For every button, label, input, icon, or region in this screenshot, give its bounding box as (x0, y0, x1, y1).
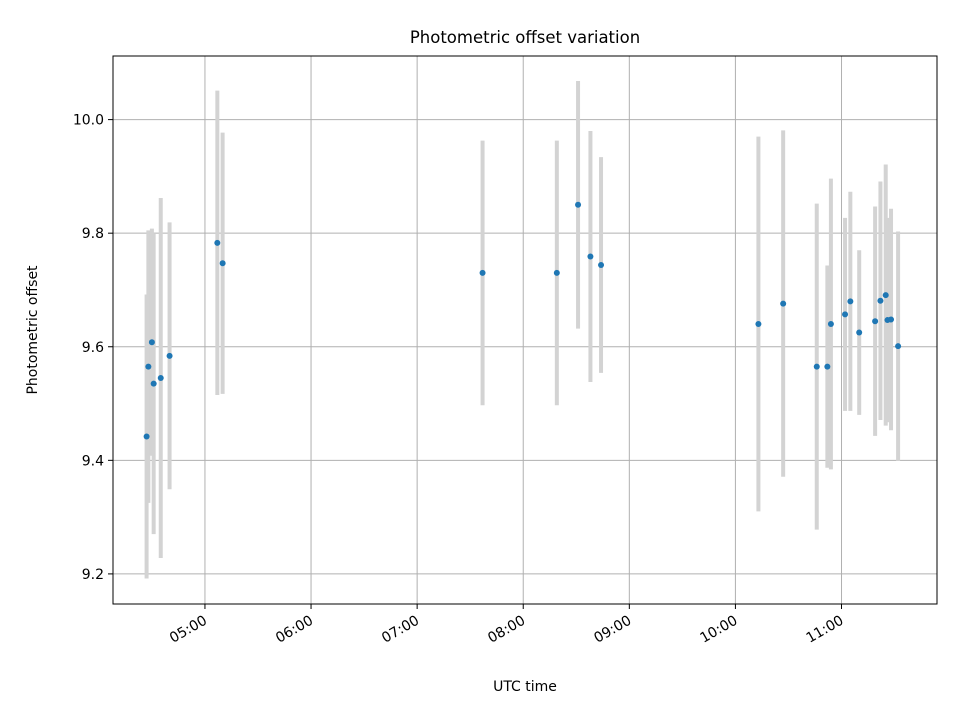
data-point (888, 316, 895, 323)
data-point (842, 311, 849, 318)
data-point (143, 433, 150, 440)
y-tick-label: 9.2 (82, 567, 104, 583)
data-point (895, 343, 902, 350)
chart-title: Photometric offset variation (410, 28, 640, 47)
data-point (214, 239, 221, 246)
y-tick-label: 9.6 (82, 340, 104, 356)
data-point (150, 380, 157, 387)
grid (113, 56, 937, 604)
data-point (575, 201, 582, 208)
x-axis-label: UTC time (493, 679, 557, 695)
data-points (143, 201, 902, 440)
data-point (598, 261, 605, 268)
data-point (872, 318, 879, 325)
data-point (219, 260, 226, 267)
data-point (827, 321, 834, 328)
data-point (856, 329, 863, 336)
data-point (145, 363, 152, 370)
data-point (587, 253, 594, 260)
y-axis-label: Photometric offset (25, 265, 41, 395)
y-tick-label: 9.8 (82, 226, 104, 242)
data-point (157, 374, 164, 381)
data-point (877, 297, 884, 304)
data-point (166, 352, 173, 359)
data-point (755, 321, 762, 328)
data-point (824, 363, 831, 370)
plot-frame (112, 55, 938, 605)
data-point (148, 339, 155, 346)
data-point (813, 363, 820, 370)
y-tick-label: 9.4 (82, 453, 104, 469)
data-point (780, 300, 787, 307)
y-tick-label: 10.0 (73, 113, 104, 129)
data-point (479, 269, 486, 276)
data-point (553, 269, 560, 276)
data-point (882, 292, 889, 299)
data-point (847, 298, 854, 305)
